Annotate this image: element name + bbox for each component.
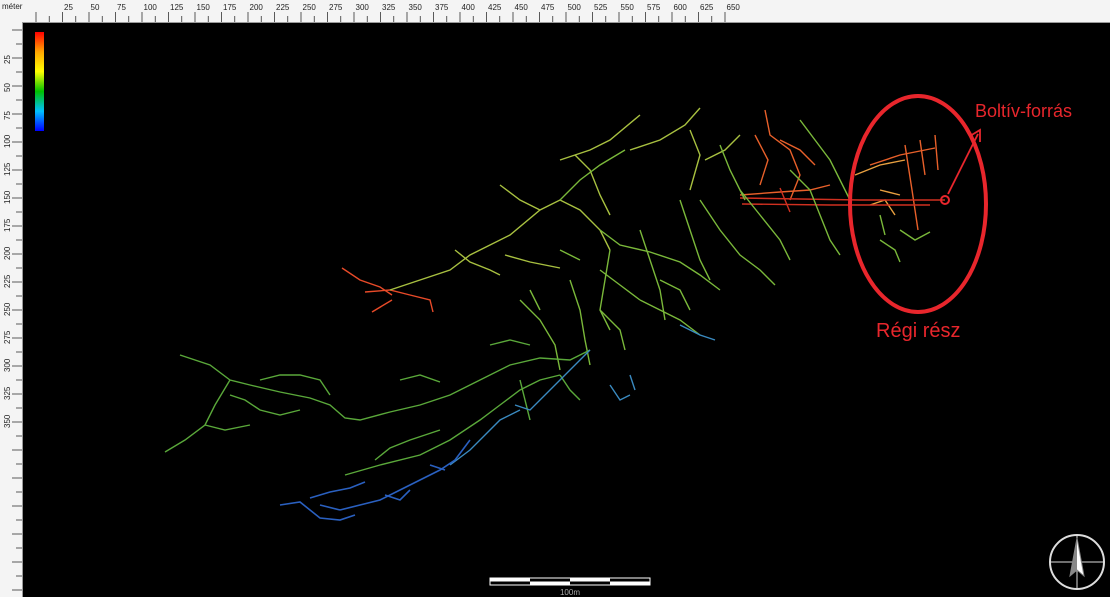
ruler-y-label: 350 <box>3 414 12 428</box>
ruler-x-label: 175 <box>223 3 237 12</box>
ruler-x-label: 250 <box>303 3 317 12</box>
ruler-x-label: 150 <box>197 3 211 12</box>
ruler-y-label: 175 <box>3 218 12 232</box>
vertical-ruler-ticks: 25 50 75 100 125 150 175 200 225 250 275 300 325 350 <box>3 29 22 591</box>
ruler-x-label: 50 <box>91 3 100 12</box>
ruler-x-label: 75 <box>117 3 126 12</box>
ruler-y-label: 75 <box>3 111 12 120</box>
north-arrow-icon <box>1049 534 1105 590</box>
ruler-y-label: 300 <box>3 358 12 372</box>
ruler-x-label: 300 <box>356 3 370 12</box>
ruler-y-label: 250 <box>3 302 12 316</box>
depth-color-legend <box>35 32 44 131</box>
ruler-x-label: 425 <box>488 3 502 12</box>
ruler-y-label: 225 <box>3 274 12 288</box>
cave-survey-map[interactable]: Boltív-forrás Régi rész 100m <box>23 23 1110 597</box>
cave-map-canvas[interactable]: Boltív-forrás Régi rész 100m <box>23 23 1110 597</box>
ruler-y-label: 200 <box>3 246 12 260</box>
ruler-x-label: 275 <box>329 3 343 12</box>
scale-bar: 100m <box>489 577 651 597</box>
ruler-x-label: 550 <box>621 3 635 12</box>
old-section-label: Régi rész <box>876 320 960 342</box>
ruler-unit-label: méter <box>2 2 23 11</box>
spring-arrow-head <box>969 128 981 142</box>
ruler-x-label: 625 <box>700 3 714 12</box>
ruler-y-label: 25 <box>3 55 12 64</box>
ruler-y-label: 100 <box>3 134 12 148</box>
ruler-y-label: 125 <box>3 162 12 176</box>
cave-passages <box>164 107 945 521</box>
ruler-x-label: 650 <box>727 3 741 12</box>
spring-label: Boltív-forrás <box>975 101 1072 121</box>
ruler-y-label: 150 <box>3 190 12 204</box>
old-section-circle <box>848 94 988 314</box>
ruler-x-label: 25 <box>64 3 73 12</box>
ruler-x-label: 100 <box>144 3 158 12</box>
ruler-x-label: 375 <box>435 3 449 12</box>
ruler-x-label: 575 <box>647 3 661 12</box>
ruler-x-label: 475 <box>541 3 555 12</box>
ruler-y-label: 50 <box>3 83 12 92</box>
ruler-x-label: 325 <box>382 3 396 12</box>
ruler-x-label: 200 <box>250 3 264 12</box>
ruler-x-label: 400 <box>462 3 476 12</box>
ruler-x-label: 525 <box>594 3 608 12</box>
ruler-x-label: 450 <box>515 3 529 12</box>
horizontal-ruler-ticks: 25 50 75 100 125 150 175 200 225 250 275 300 325 350 3… <box>2 2 741 22</box>
spring-marker <box>940 195 950 205</box>
ruler-y-label: 275 <box>3 330 12 344</box>
scale-bar-label: 100m <box>560 588 580 597</box>
ruler-x-label: 350 <box>409 3 423 12</box>
vertical-ruler: 25 50 75 100 125 150 175 200 225 250 275 300 325 350 <box>0 22 23 597</box>
ruler-y-label: 325 <box>3 386 12 400</box>
ruler-x-label: 600 <box>674 3 688 12</box>
ruler-x-label: 125 <box>170 3 184 12</box>
spring-arrow <box>947 133 979 195</box>
ruler-x-label: 225 <box>276 3 290 12</box>
ruler-x-label: 500 <box>568 3 582 12</box>
horizontal-ruler: 25 50 75 100 125 150 175 200 225 250 275 300 325 350 3… <box>0 0 1110 23</box>
